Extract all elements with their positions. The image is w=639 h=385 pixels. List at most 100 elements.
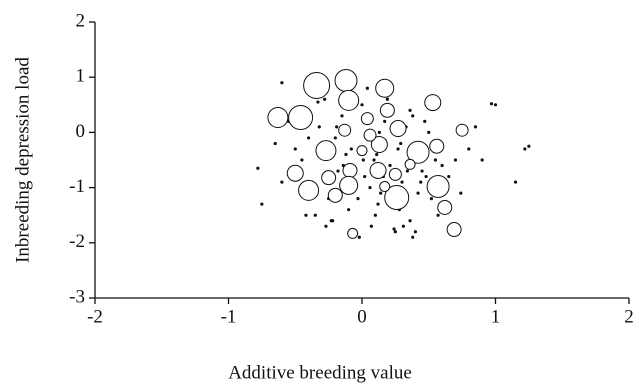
point xyxy=(307,136,311,140)
point xyxy=(383,119,387,123)
point xyxy=(300,158,304,162)
y-tick-label: 0 xyxy=(76,121,86,142)
bubble xyxy=(321,170,337,186)
point xyxy=(424,174,428,179)
point xyxy=(329,219,333,223)
point xyxy=(385,97,389,101)
point xyxy=(293,147,297,151)
point xyxy=(513,180,518,184)
bubble xyxy=(455,123,469,137)
point xyxy=(361,158,365,162)
x-axis-label: Additive breeding value xyxy=(228,362,412,383)
bubble xyxy=(426,174,450,198)
point xyxy=(313,213,317,217)
bubble xyxy=(379,102,395,118)
point xyxy=(304,213,308,217)
x-tick-label: 1 xyxy=(491,306,501,327)
point xyxy=(336,169,340,173)
point xyxy=(256,166,260,170)
bubble xyxy=(429,138,445,154)
point xyxy=(349,147,353,151)
point xyxy=(459,191,463,195)
bubble xyxy=(369,161,387,179)
point xyxy=(347,208,351,212)
bubble xyxy=(424,94,442,112)
point xyxy=(323,97,327,101)
point xyxy=(333,136,337,140)
point xyxy=(416,191,420,195)
bubble xyxy=(334,69,358,93)
point xyxy=(368,186,372,190)
point xyxy=(356,197,360,201)
point xyxy=(453,158,458,162)
point xyxy=(493,103,498,107)
bubble xyxy=(327,187,343,203)
point xyxy=(413,230,417,234)
bubble xyxy=(298,179,320,201)
point xyxy=(357,235,361,239)
point xyxy=(400,180,404,184)
point xyxy=(273,141,277,146)
bubble xyxy=(375,78,395,98)
point xyxy=(344,152,348,157)
point xyxy=(379,191,383,195)
bubble xyxy=(315,140,337,162)
bubble xyxy=(267,106,289,128)
point xyxy=(335,125,339,129)
y-tick-label: 2 xyxy=(76,10,86,31)
point xyxy=(419,180,423,184)
point xyxy=(480,158,484,162)
point xyxy=(375,152,379,157)
point xyxy=(393,230,397,234)
bubble xyxy=(342,162,358,178)
point xyxy=(411,235,415,239)
point xyxy=(317,125,321,129)
point xyxy=(423,119,427,123)
x-tick-label: -2 xyxy=(87,306,103,327)
point xyxy=(467,147,471,151)
point xyxy=(388,163,392,168)
y-axis-label: Inbreeding depression load xyxy=(12,57,33,263)
bubble xyxy=(363,128,377,142)
point xyxy=(392,227,396,231)
point xyxy=(316,100,320,104)
point xyxy=(473,125,478,129)
point xyxy=(420,169,424,173)
point xyxy=(523,147,527,151)
point xyxy=(324,224,328,228)
point xyxy=(440,163,444,168)
point xyxy=(260,202,264,206)
bubble xyxy=(384,185,410,211)
bubble xyxy=(360,112,374,126)
bubble xyxy=(370,136,388,154)
point xyxy=(408,108,412,112)
bubble xyxy=(338,89,360,111)
bubble xyxy=(288,104,314,130)
point xyxy=(396,147,400,151)
point xyxy=(376,202,380,206)
x-tick-label: 2 xyxy=(624,306,634,327)
bubble xyxy=(356,145,368,157)
point xyxy=(401,224,405,228)
bubble xyxy=(388,167,402,181)
point xyxy=(377,130,381,134)
bubble xyxy=(389,120,407,138)
bubble xyxy=(338,123,352,137)
bubble xyxy=(437,199,453,215)
point xyxy=(373,213,377,217)
bubble xyxy=(446,222,462,238)
point xyxy=(429,197,434,201)
point xyxy=(372,158,376,162)
point xyxy=(527,144,531,148)
point xyxy=(365,86,369,90)
point xyxy=(280,180,284,184)
point xyxy=(436,213,440,217)
x-tick-label: 0 xyxy=(357,306,367,327)
point xyxy=(489,102,494,106)
bubble xyxy=(379,180,391,192)
bubble xyxy=(404,158,416,170)
point xyxy=(411,114,415,118)
bubble xyxy=(339,175,359,195)
y-tick-label: -2 xyxy=(69,231,85,252)
